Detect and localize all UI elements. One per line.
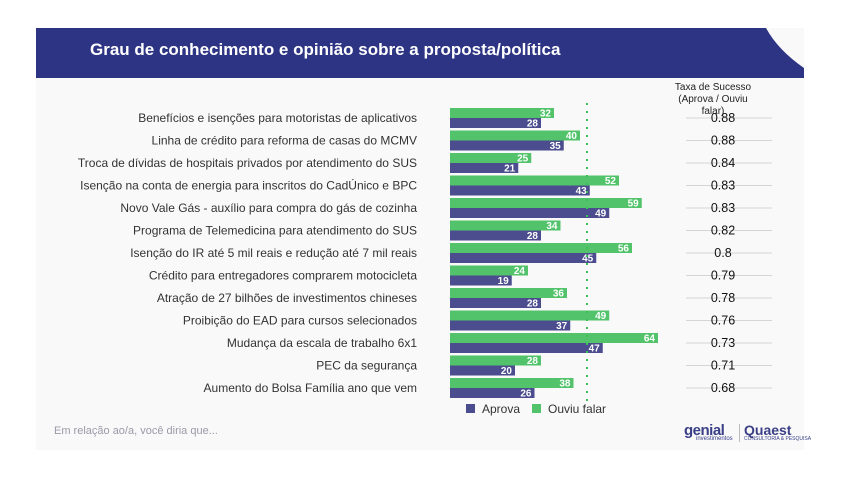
success-rate-value: 0.88 [711, 111, 735, 125]
ouviu-value-label: 40 [566, 131, 578, 142]
chart-panel: Grau de conhecimento e opinião sobre a p… [36, 28, 804, 450]
aprova-value-label: 21 [504, 164, 516, 175]
quaest-logo-subtext: CONSULTORIA & PESQUISA [744, 436, 812, 442]
category-label: Atração de 27 bilhões de investimentos c… [157, 291, 417, 305]
aprova-value-label: 28 [527, 299, 539, 310]
ouviu-bar [450, 175, 619, 186]
ouviu-value-label: 32 [540, 109, 552, 120]
ouviu-bar [450, 310, 610, 321]
page-title: Grau de conhecimento e opinião sobre a p… [90, 40, 561, 59]
category-label: Novo Vale Gás - auxílio para compra do g… [120, 201, 417, 215]
category-label: Programa de Telemedicina para atendiment… [133, 224, 417, 238]
ouviu-bar [450, 198, 642, 208]
aprova-bar [450, 343, 603, 353]
header-banner: Grau de conhecimento e opinião sobre a p… [36, 28, 804, 78]
success-rate-value: 0.76 [711, 314, 735, 328]
legend-label-ouviu: Ouviu falar [548, 402, 606, 416]
ouviu-value-label: 38 [559, 379, 571, 390]
aprova-bar [450, 118, 541, 128]
aprova-bar [450, 140, 564, 151]
aprova-bar [450, 185, 590, 196]
ouviu-value-label: 25 [517, 154, 529, 165]
ouviu-value-label: 49 [595, 311, 607, 322]
footnote: Em relação ao/a, você diria que... [54, 425, 218, 437]
ouviu-bar [450, 220, 561, 231]
ouviu-value-label: 28 [527, 356, 539, 367]
aprova-value-label: 47 [589, 344, 601, 355]
legend-swatch-ouviu [532, 404, 541, 413]
success-rate-value: 0.73 [711, 336, 735, 350]
category-label: Linha de crédito para reforma de casas d… [152, 134, 417, 148]
ouviu-value-label: 59 [628, 199, 640, 210]
category-label: Mudança da escala de trabalho 6x1 [227, 336, 417, 350]
success-rate-header-line2: (Aprova / Ouviu falar) [678, 94, 748, 117]
category-label: Proibição do EAD para cursos selecionado… [183, 314, 417, 328]
ouviu-bar [450, 288, 567, 298]
category-label: Crédito para entregadores comprarem moto… [149, 269, 417, 283]
success-rate-value: 0.8 [714, 246, 731, 260]
aprova-bar [450, 298, 541, 308]
logo-divider [739, 424, 740, 442]
header-background [36, 28, 804, 78]
ouviu-bar [450, 333, 658, 343]
genial-logo-subtext: investimentos [696, 436, 733, 442]
legend-label-aprova: Aprova [482, 402, 520, 416]
aprova-value-label: 37 [556, 321, 568, 332]
success-rate-value: 0.71 [711, 359, 735, 373]
success-rate-value: 0.83 [711, 201, 735, 215]
success-rate-value: 0.84 [711, 156, 735, 170]
aprova-bar [450, 388, 535, 398]
category-label: Isenção do IR até 5 mil reais e redução … [130, 246, 417, 260]
success-rate-value: 0.82 [711, 224, 735, 238]
success-rate-header-line1: Taxa de Sucesso [674, 82, 752, 93]
quaest-logo: Quaest CONSULTORIA & PESQUISA [744, 422, 811, 442]
aprova-value-label: 19 [498, 276, 510, 287]
category-label: PEC da segurança [316, 359, 417, 373]
ouviu-value-label: 56 [618, 244, 630, 255]
aprova-value-label: 20 [501, 366, 513, 377]
success-rate-value: 0.78 [711, 291, 735, 305]
ouviu-bar [450, 130, 580, 141]
genial-logo-text: genial [684, 422, 725, 439]
success-rate-header: Taxa de Sucesso (Aprova / Ouviu falar) [668, 82, 758, 118]
aprova-bar [450, 275, 512, 286]
ouviu-value-label: 34 [546, 221, 558, 232]
aprova-bar [450, 230, 541, 241]
category-label: Isenção na conta de energia para inscrit… [80, 178, 417, 193]
aprova-value-label: 35 [550, 141, 562, 152]
genial-logo: genial investimentos [684, 422, 733, 442]
ouviu-value-label: 64 [644, 334, 656, 345]
ouviu-value-label: 52 [605, 176, 617, 187]
ouviu-bar [450, 355, 541, 366]
legend-swatch-aprova [466, 404, 475, 413]
success-rate-value: 0.83 [711, 179, 735, 193]
category-label: Troca de dívidas de hospitais privados p… [78, 156, 417, 170]
ouviu-bar [450, 265, 528, 276]
aprova-value-label: 45 [582, 254, 594, 265]
ouviu-bar [450, 108, 554, 118]
aprova-value-label: 28 [527, 231, 539, 242]
aprova-value-label: 49 [595, 209, 607, 220]
aprova-bar [450, 253, 597, 263]
ouviu-bar [450, 378, 574, 388]
success-rate-value: 0.68 [711, 381, 735, 395]
aprova-bar [450, 163, 519, 173]
quaest-logo-text: Quaest [744, 422, 792, 438]
category-label: Benefícios e isenções para motoristas de… [138, 111, 417, 125]
ouviu-bar [450, 243, 632, 253]
aprova-bar [450, 365, 515, 376]
ouviu-bar [450, 153, 532, 163]
ouviu-value-label: 24 [514, 266, 526, 277]
aprova-bar [450, 320, 571, 331]
category-label: Aumento do Bolsa Família ano que vem [204, 381, 417, 395]
aprova-value-label: 28 [527, 119, 539, 130]
aprova-bar [450, 208, 610, 218]
aprova-value-label: 43 [576, 186, 588, 197]
aprova-value-label: 26 [520, 389, 532, 400]
ouviu-value-label: 36 [553, 289, 565, 300]
success-rate-value: 0.88 [711, 134, 735, 148]
success-rate-value: 0.79 [711, 269, 735, 283]
